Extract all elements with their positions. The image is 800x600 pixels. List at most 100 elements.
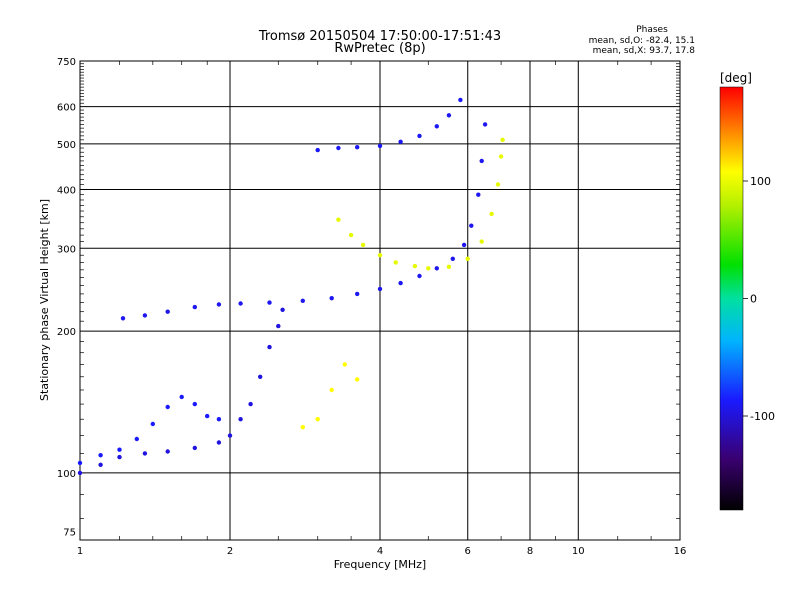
data-point [498, 154, 504, 159]
data-point [248, 401, 253, 407]
data-point [412, 263, 418, 269]
data-point [192, 401, 197, 407]
data-point [393, 260, 398, 265]
data-point [258, 374, 263, 379]
data-point [120, 316, 126, 321]
data-point [495, 182, 501, 187]
data-point [348, 232, 354, 238]
x-tick-label: 16 [674, 546, 687, 557]
minor-ticks [80, 61, 680, 540]
colorbar-tick-label: 100 [750, 175, 771, 188]
data-point [267, 300, 272, 305]
data-point [216, 417, 222, 422]
data-point [377, 253, 383, 258]
data-point [216, 440, 222, 445]
data-point [238, 301, 243, 306]
data-point [469, 223, 474, 228]
colorbar [719, 86, 744, 511]
colorbar-ticks: 100 0 -100 [743, 175, 775, 423]
data-point [355, 291, 360, 297]
data-point [377, 286, 383, 292]
y-tick-labels: 75 100 200 300 400 500 600 750 [57, 57, 76, 539]
y-tick-label: 600 [57, 103, 76, 114]
data-point [77, 470, 83, 476]
data-point [192, 445, 197, 451]
x-tick-labels: 1 2 4 6 8 10 16 [77, 546, 687, 557]
data-point [205, 413, 210, 419]
data-point [165, 309, 170, 314]
data-point [329, 296, 334, 301]
data-point [300, 425, 305, 430]
data-point [315, 147, 320, 153]
data-point [280, 307, 285, 312]
legend-x-stats: mean, sd,X: 93.7, 17.8 [593, 46, 696, 56]
x-tick-label: 6 [465, 546, 471, 557]
data-point [461, 242, 467, 248]
data-point [479, 239, 484, 244]
data-point [150, 421, 155, 427]
x-tick-label: 10 [572, 546, 585, 557]
x-tick-label: 1 [77, 546, 83, 557]
data-point [267, 344, 272, 350]
data-point [458, 97, 463, 103]
data-point [336, 217, 341, 222]
data-point [336, 145, 341, 151]
scatter-points [77, 97, 505, 476]
y-tick-label: 200 [57, 327, 76, 338]
y-axis-label: Stationary phase Virtual Height [km] [38, 199, 51, 401]
data-point [300, 298, 305, 303]
x-tick-label: 8 [527, 546, 533, 557]
y-tick-label: 100 [57, 469, 76, 480]
data-point [98, 453, 103, 458]
y-tick-label: 300 [57, 244, 76, 255]
data-point [489, 211, 494, 217]
y-tick-label: 400 [57, 185, 76, 196]
x-axis-label: Frequency [MHz] [334, 558, 426, 571]
data-point [98, 462, 103, 467]
data-point [398, 139, 403, 144]
data-point [77, 460, 83, 466]
colorbar-tick-label: -100 [750, 410, 775, 423]
data-point [465, 256, 470, 261]
colorbar-tick-label: 0 [750, 293, 757, 306]
data-point [216, 302, 222, 307]
data-point [179, 394, 184, 400]
data-point [446, 113, 452, 118]
grid-lines [80, 61, 680, 540]
chart-title: Tromsø 20150504 17:50:00-17:51:43 [258, 29, 501, 44]
data-point [434, 266, 439, 271]
y-tick-label: 750 [57, 57, 76, 68]
data-point [476, 192, 481, 197]
data-point [276, 323, 281, 329]
data-point [315, 417, 320, 422]
legend-heading: Phases [636, 25, 668, 35]
data-point [417, 273, 422, 279]
y-tick-label: 75 [63, 528, 76, 539]
data-point [142, 313, 148, 318]
data-point [329, 387, 334, 393]
data-point [117, 447, 122, 452]
data-point [500, 137, 505, 142]
data-point [355, 145, 360, 150]
data-point [165, 404, 170, 410]
data-point [192, 304, 197, 310]
x-tick-label: 2 [227, 546, 233, 557]
data-point [227, 433, 233, 438]
x-tick-label: 4 [377, 546, 383, 557]
data-point [479, 158, 484, 164]
data-point [417, 133, 422, 139]
chart-subtitle: RwPretec (8p) [334, 41, 425, 56]
data-point [355, 377, 360, 382]
data-point [165, 449, 170, 454]
data-point [446, 264, 452, 269]
data-point [142, 451, 148, 456]
data-point [342, 362, 347, 367]
data-point [360, 242, 366, 248]
data-point [377, 143, 383, 149]
data-point [482, 122, 488, 127]
data-point [398, 280, 403, 286]
data-point [134, 436, 139, 442]
colorbar-label: [deg] [720, 71, 752, 85]
y-tick-label: 500 [57, 140, 76, 151]
